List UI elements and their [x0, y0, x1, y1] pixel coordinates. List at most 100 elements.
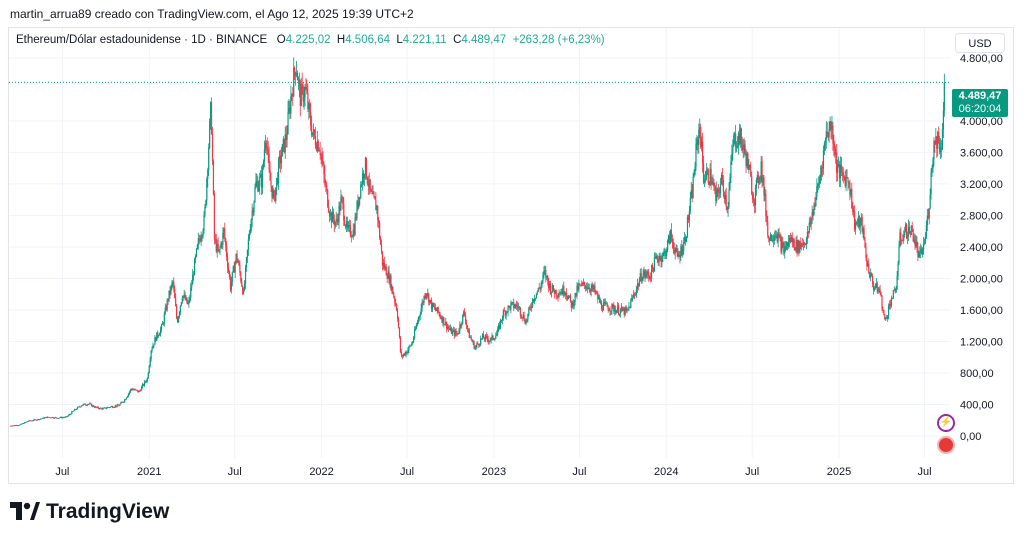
candle-body	[365, 158, 368, 178]
candle-body	[39, 419, 41, 420]
candle-body	[638, 280, 640, 287]
candle-body	[585, 287, 588, 289]
candle-body	[592, 285, 594, 290]
candle-body	[664, 251, 666, 253]
candle-body	[292, 94, 294, 97]
candle-body	[481, 338, 483, 340]
candle-body	[145, 381, 147, 383]
candle-body	[393, 294, 395, 298]
candle-body	[261, 167, 264, 188]
open-label: O	[276, 34, 286, 46]
candle-body	[838, 163, 841, 179]
candle-body	[710, 168, 712, 182]
candle-body	[180, 302, 182, 306]
candle-body	[526, 319, 528, 321]
candle-body	[199, 239, 201, 242]
candle-body	[551, 285, 554, 292]
candle-body	[68, 414, 70, 416]
candle-body	[408, 346, 410, 350]
candle-body	[249, 230, 251, 234]
candle-body	[374, 196, 376, 200]
candle-body	[524, 320, 526, 324]
candle-body	[141, 386, 143, 391]
candle-body	[749, 164, 751, 170]
candle-body	[533, 299, 536, 301]
candle-body	[884, 314, 886, 320]
tradingview-logo[interactable]: TradingView	[10, 500, 169, 526]
candle-body	[320, 154, 322, 156]
candle-body	[443, 317, 445, 325]
candle-body	[644, 271, 646, 277]
candle-body	[689, 198, 691, 212]
candle-body	[319, 150, 321, 155]
candle-body	[905, 224, 907, 232]
candle-body	[797, 240, 799, 253]
candle-body	[765, 194, 767, 216]
candle-body	[23, 423, 25, 425]
candle-body	[388, 271, 390, 283]
candle-body	[702, 163, 705, 183]
candle-body	[349, 224, 351, 236]
y-tick-label: 1.600,00	[960, 305, 1003, 317]
candle-body	[803, 242, 806, 245]
candle-body	[395, 302, 397, 305]
candle-body	[837, 163, 840, 167]
candle-body	[842, 171, 844, 177]
candle-body	[40, 418, 42, 420]
candle-body	[563, 286, 565, 295]
candle-body	[566, 296, 569, 299]
bolt-icon[interactable]: ⚡	[937, 414, 955, 432]
x-tick-label: Jul	[572, 466, 586, 478]
candle-body	[573, 301, 575, 307]
candle-body	[483, 338, 486, 340]
candle-body	[527, 314, 529, 320]
candle-body	[746, 153, 748, 166]
candle-body	[517, 306, 520, 308]
candle-body	[815, 196, 817, 207]
candle-body	[491, 335, 493, 338]
candle-body	[819, 177, 821, 184]
candle-body	[131, 388, 133, 390]
candle-body	[274, 192, 276, 201]
candle-body	[266, 145, 268, 150]
candle-body	[549, 283, 552, 294]
candle-body	[81, 405, 83, 407]
candle-body	[523, 314, 525, 321]
candle-body	[176, 317, 179, 323]
candle-body	[516, 305, 519, 308]
candle-body	[911, 225, 913, 229]
candle-body	[773, 236, 775, 241]
candle-body	[691, 190, 693, 198]
candle-body	[878, 288, 880, 290]
candle-body	[509, 306, 511, 310]
candle-body	[95, 406, 97, 408]
candle-body	[692, 176, 694, 198]
candle-body	[743, 144, 745, 148]
candle-body	[874, 287, 876, 289]
candle-body	[135, 389, 137, 391]
candle-body	[287, 111, 289, 134]
candle-body	[914, 239, 916, 247]
flag-icon[interactable]	[937, 436, 955, 454]
candle-body	[555, 290, 557, 296]
open-value: 4.225,02	[285, 34, 331, 46]
candle-body	[267, 149, 269, 155]
candle-body	[800, 242, 802, 247]
candle-body	[282, 138, 284, 145]
currency-button[interactable]: USD	[955, 33, 1005, 53]
candle-body	[335, 219, 337, 223]
candle-body	[814, 204, 816, 207]
candle-body	[718, 192, 721, 194]
candle-body	[888, 305, 890, 316]
candle-body	[706, 169, 708, 173]
candle-body	[619, 309, 622, 315]
candle-body	[396, 310, 399, 320]
chart-attribution: martin_arrua89 creado con TradingView.co…	[10, 7, 414, 21]
candle-body	[140, 390, 142, 392]
candle-body	[926, 215, 928, 226]
candle-body	[74, 409, 76, 411]
candle-body	[625, 307, 627, 311]
candle-body	[683, 242, 685, 251]
candle-body	[792, 239, 794, 243]
